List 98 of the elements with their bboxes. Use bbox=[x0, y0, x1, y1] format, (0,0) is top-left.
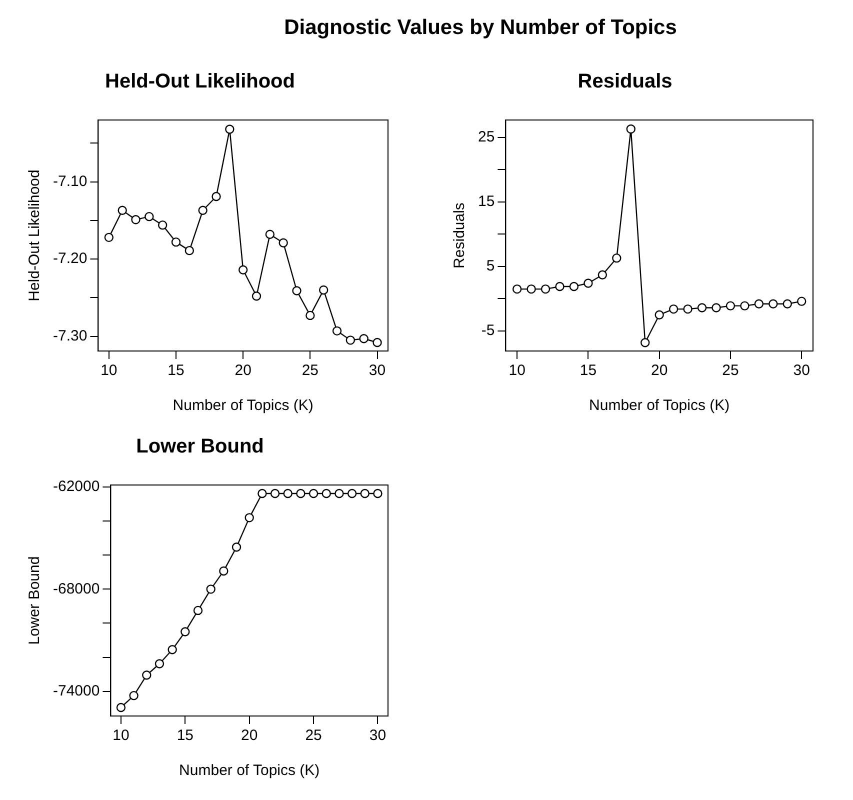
point bbox=[768, 299, 778, 308]
x-tick-label: 15 bbox=[176, 727, 194, 744]
point bbox=[193, 606, 203, 616]
x-tick-label: 30 bbox=[369, 727, 386, 744]
point bbox=[697, 303, 707, 312]
point bbox=[726, 301, 736, 310]
point bbox=[797, 296, 806, 306]
point bbox=[131, 215, 140, 224]
chart-title: Residuals bbox=[578, 70, 672, 93]
x-axis-title: Number of Topics (K) bbox=[179, 762, 320, 780]
point bbox=[232, 542, 242, 552]
point bbox=[540, 284, 550, 294]
x-tick-label: 25 bbox=[302, 362, 319, 380]
point bbox=[212, 192, 221, 202]
point bbox=[198, 206, 208, 215]
point bbox=[158, 220, 168, 230]
point bbox=[668, 304, 678, 314]
point bbox=[219, 566, 228, 576]
y-tick-label: -62000 bbox=[52, 478, 100, 496]
point bbox=[526, 284, 536, 294]
x-tick-label: 20 bbox=[651, 362, 668, 380]
point bbox=[754, 299, 764, 308]
chart-title: Lower Bound bbox=[136, 436, 264, 458]
point bbox=[265, 230, 275, 239]
point bbox=[373, 488, 382, 498]
point bbox=[270, 488, 280, 498]
point bbox=[306, 310, 315, 320]
point bbox=[782, 299, 792, 308]
point bbox=[278, 238, 288, 248]
point bbox=[206, 584, 216, 594]
y-tick-label: -7.30 bbox=[52, 327, 88, 344]
point bbox=[640, 338, 650, 348]
point bbox=[144, 212, 154, 222]
point bbox=[569, 282, 579, 292]
x-axis-title: Number of Topics (K) bbox=[589, 397, 730, 414]
point bbox=[512, 284, 522, 294]
y-tick-label: 5 bbox=[486, 258, 495, 275]
y-axis-title: Lower Bound bbox=[26, 556, 44, 645]
x-tick-label: 30 bbox=[793, 362, 810, 380]
point bbox=[168, 645, 177, 654]
point bbox=[292, 286, 302, 296]
point bbox=[626, 124, 636, 134]
point bbox=[332, 326, 342, 336]
x-tick-label: 10 bbox=[112, 727, 130, 744]
point bbox=[116, 702, 126, 712]
point bbox=[347, 488, 357, 498]
y-tick-label: 25 bbox=[478, 128, 495, 146]
point bbox=[225, 124, 234, 134]
point bbox=[712, 303, 721, 312]
x-tick-label: 10 bbox=[508, 362, 526, 380]
point bbox=[104, 232, 114, 242]
x-tick-label: 15 bbox=[168, 362, 184, 380]
point bbox=[118, 206, 127, 215]
x-axis-title: Number of Topics (K) bbox=[172, 397, 314, 414]
point bbox=[598, 270, 608, 280]
point bbox=[283, 488, 292, 498]
x-tick-label: 25 bbox=[305, 727, 322, 744]
x-tick-label: 20 bbox=[241, 727, 258, 744]
point bbox=[296, 488, 306, 498]
point bbox=[359, 334, 368, 344]
point bbox=[180, 627, 190, 636]
y-axis-title: Residuals bbox=[451, 202, 468, 268]
point bbox=[683, 304, 692, 314]
y-axis-title: Held-Out Likelihood bbox=[26, 170, 44, 302]
point bbox=[308, 488, 318, 498]
point bbox=[372, 338, 382, 348]
point bbox=[612, 253, 622, 263]
x-tick-label: 20 bbox=[234, 362, 252, 380]
point bbox=[360, 488, 370, 498]
y-tick-label: 15 bbox=[478, 193, 495, 210]
point bbox=[129, 690, 138, 700]
text: Diagnostic Values by Number of Topics bbox=[283, 15, 678, 41]
point bbox=[154, 659, 164, 668]
point bbox=[322, 488, 331, 498]
point bbox=[555, 282, 564, 292]
point bbox=[584, 278, 593, 288]
point bbox=[334, 488, 344, 498]
y-tick-label: -7.10 bbox=[52, 172, 88, 190]
x-tick-label: 10 bbox=[100, 362, 118, 380]
y-tick-label: -5 bbox=[481, 322, 495, 340]
point bbox=[238, 265, 248, 274]
point bbox=[654, 310, 664, 320]
point bbox=[142, 670, 152, 680]
point bbox=[171, 237, 181, 247]
y-tick-label: -74000 bbox=[52, 682, 100, 700]
x-tick-label: 15 bbox=[580, 362, 597, 380]
y-tick-label: -7.20 bbox=[52, 250, 88, 268]
point bbox=[184, 246, 194, 256]
y-tick-label: -68000 bbox=[52, 580, 100, 598]
x-tick-label: 25 bbox=[722, 362, 739, 380]
point bbox=[244, 513, 254, 522]
point bbox=[319, 285, 328, 295]
point bbox=[346, 336, 356, 345]
point bbox=[740, 301, 750, 310]
point bbox=[252, 292, 262, 301]
point bbox=[258, 488, 267, 498]
chart-title: Held-Out Likelihood bbox=[105, 70, 295, 93]
x-tick-label: 30 bbox=[368, 362, 386, 380]
